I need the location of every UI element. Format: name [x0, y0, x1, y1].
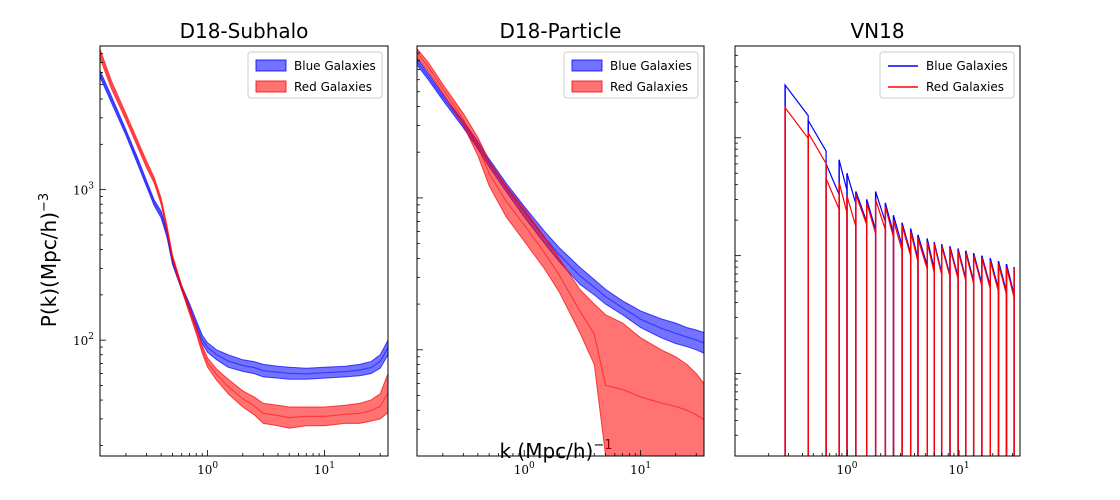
x-tick-base: 10: [314, 463, 329, 477]
x-tick-base: 10: [837, 463, 852, 477]
series-band-red-galaxies: [100, 48, 388, 429]
x-tick-label: 100: [197, 461, 218, 477]
x-tick-label: 101: [949, 461, 970, 477]
y-axis-label-group: P(k)(Mpc/h)−3: [37, 193, 61, 327]
y-axis-label-main: P(k)(Mpc/h): [37, 212, 61, 327]
x-tick-exp: 1: [329, 461, 335, 471]
legend-swatch-red-galaxies: [255, 80, 287, 93]
plot-area: [100, 48, 388, 429]
legend: Blue Galaxies Red Galaxies: [563, 51, 699, 99]
x-tick-label: 100: [514, 461, 535, 477]
series-line-blue-galaxies: [417, 61, 704, 344]
series-band-blue-galaxies: [100, 70, 388, 380]
x-axis-label-group: k (Mpc/h)−1: [499, 438, 612, 463]
x-tick-exp: 0: [212, 461, 218, 471]
x-tick-base: 10: [197, 463, 212, 477]
legend-swatch-blue-galaxies: [571, 59, 603, 72]
x-tick-label: 101: [630, 461, 651, 477]
x-axis-label: k (Mpc/h)−1: [499, 438, 612, 463]
axes-frame: [416, 45, 705, 457]
y-tick-label: 103: [73, 182, 94, 198]
series-line-red-galaxies: [100, 53, 388, 419]
x-tick-exp: 0: [529, 461, 535, 471]
legend-label-blue-galaxies: Blue Galaxies: [926, 59, 1008, 73]
legend-swatch-red-galaxies: [571, 80, 603, 93]
legend: Blue Galaxies Red Galaxies: [879, 51, 1015, 99]
x-tick-exp: 1: [964, 461, 970, 471]
legend-label-blue-galaxies: Blue Galaxies: [294, 59, 376, 73]
x-tick-exp: 1: [645, 461, 651, 471]
plot-area: [784, 83, 1015, 456]
legend: Blue Galaxies Red Galaxies: [247, 51, 383, 99]
panel-title: VN18: [850, 19, 904, 43]
x-tick-base: 10: [514, 463, 529, 477]
panel-title: D18-Particle: [500, 19, 622, 43]
legend-swatch-blue-galaxies: [255, 59, 287, 72]
x-tick-base: 10: [630, 463, 645, 477]
x-axis-label-main: k (Mpc/h): [499, 439, 593, 463]
y-tick-label: 102: [73, 332, 94, 348]
plot-area: [417, 47, 704, 456]
y-tick-base: 10: [73, 334, 88, 348]
x-tick-label: 100: [837, 461, 858, 477]
series-line-blue-galaxies: [784, 83, 1015, 456]
x-tick-exp: 0: [852, 461, 858, 471]
legend-label-red-galaxies: Red Galaxies: [610, 80, 688, 94]
x-tick-label: 101: [314, 461, 335, 477]
y-axis-label: P(k)(Mpc/h)−3: [37, 193, 61, 327]
axes-frame: [734, 45, 1021, 457]
y-tick-exp: 3: [88, 182, 94, 192]
axes-frame: [99, 45, 389, 457]
legend-label-blue-galaxies: Blue Galaxies: [610, 59, 692, 73]
y-tick-base: 10: [73, 184, 88, 198]
panel-title: D18-Subhalo: [180, 19, 309, 43]
series-line-blue-galaxies: [100, 73, 388, 375]
legend-label-red-galaxies: Red Galaxies: [926, 80, 1004, 94]
series-line-red-galaxies: [784, 105, 1015, 456]
series-band-red-galaxies: [417, 47, 704, 456]
y-tick-exp: 2: [88, 332, 94, 342]
series-band-blue-galaxies: [417, 57, 704, 354]
series-line-red-galaxies: [417, 52, 704, 421]
y-axis-label-exp: −3: [37, 193, 52, 212]
legend-label-red-galaxies: Red Galaxies: [294, 80, 372, 94]
x-tick-base: 10: [949, 463, 964, 477]
